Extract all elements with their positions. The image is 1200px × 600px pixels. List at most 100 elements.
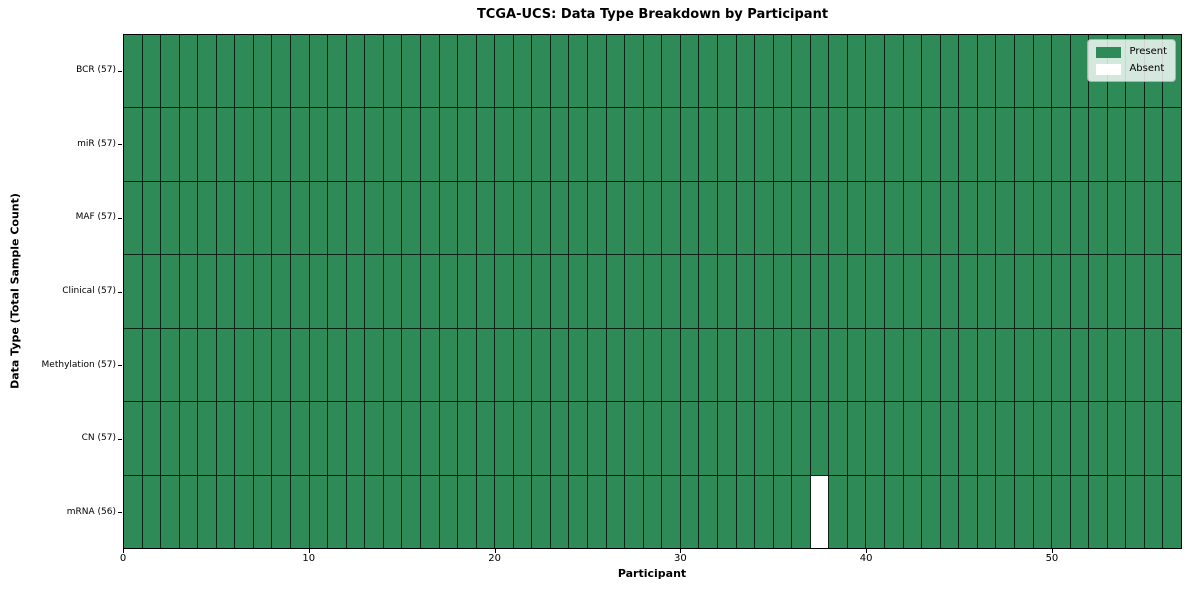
matrix-cell <box>940 108 959 181</box>
matrix-cell <box>1052 475 1070 548</box>
matrix-cell <box>383 108 402 181</box>
matrix-cell <box>439 181 458 255</box>
matrix-cell <box>383 328 402 402</box>
matrix-cell <box>365 475 383 548</box>
matrix-cell <box>1107 255 1126 328</box>
matrix-cell <box>420 475 439 548</box>
matrix-cell <box>161 181 179 255</box>
matrix-cell <box>439 402 458 475</box>
matrix-cell <box>680 35 699 108</box>
matrix-cell <box>588 108 606 181</box>
y-tick-mark <box>118 70 122 72</box>
matrix-cell <box>253 108 272 181</box>
matrix-cell <box>1144 402 1163 475</box>
matrix-cell <box>736 328 755 402</box>
matrix-cell <box>903 181 922 255</box>
matrix-cell <box>328 475 346 548</box>
matrix-cell <box>680 328 699 402</box>
x-tick-label: 40 <box>859 553 873 564</box>
matrix-cell <box>717 475 736 548</box>
matrix-cell <box>1163 255 1181 328</box>
matrix-cell <box>550 108 569 181</box>
matrix-cell <box>1089 108 1107 181</box>
heatmap-grid <box>124 35 1181 548</box>
matrix-cell <box>866 255 885 328</box>
matrix-cell <box>792 328 810 402</box>
matrix-cell <box>866 402 885 475</box>
matrix-cell <box>272 328 291 402</box>
matrix-cell <box>402 475 420 548</box>
y-tick-label: BCR (57) <box>76 65 116 76</box>
matrix-cell <box>996 181 1014 255</box>
matrix-cell <box>699 402 717 475</box>
matrix-cell <box>1014 35 1033 108</box>
matrix-cell <box>365 402 383 475</box>
matrix-cell <box>124 108 142 181</box>
matrix-cell <box>532 181 550 255</box>
matrix-cell <box>717 255 736 328</box>
matrix-cell <box>829 181 847 255</box>
matrix-cell <box>1107 108 1126 181</box>
matrix-cell <box>959 475 977 548</box>
x-tick-label: 30 <box>673 553 687 564</box>
matrix-cell <box>272 181 291 255</box>
matrix-cell <box>847 402 866 475</box>
matrix-cell <box>922 108 940 181</box>
matrix-cell <box>1033 108 1052 181</box>
x-tick-label: 20 <box>488 553 501 564</box>
matrix-cell <box>1126 475 1144 548</box>
legend-item-absent: Absent <box>1096 63 1167 75</box>
matrix-cell <box>383 35 402 108</box>
x-axis-label: Participant <box>617 567 687 580</box>
matrix-cell <box>996 328 1014 402</box>
matrix-cell <box>662 475 680 548</box>
plot-area: Present Absent <box>123 34 1182 549</box>
y-tick-mark <box>118 144 122 146</box>
matrix-cell <box>625 402 643 475</box>
matrix-cell <box>829 35 847 108</box>
matrix-cell <box>680 255 699 328</box>
matrix-cell <box>773 328 792 402</box>
matrix-cell <box>402 108 420 181</box>
matrix-cell <box>420 255 439 328</box>
matrix-cell <box>513 108 532 181</box>
matrix-cell <box>1033 35 1052 108</box>
matrix-cell <box>569 35 588 108</box>
matrix-cell <box>1163 108 1181 181</box>
matrix-cell <box>885 255 903 328</box>
matrix-cell <box>847 475 866 548</box>
matrix-cell <box>606 475 625 548</box>
x-tick-label: 0 <box>119 553 127 564</box>
matrix-cell <box>810 328 829 402</box>
matrix-cell <box>1014 328 1033 402</box>
matrix-cell <box>1052 35 1070 108</box>
matrix-cell <box>550 181 569 255</box>
matrix-cell <box>717 35 736 108</box>
matrix-cell <box>532 328 550 402</box>
matrix-cell <box>1070 402 1089 475</box>
matrix-cell <box>680 108 699 181</box>
matrix-cell <box>179 35 198 108</box>
matrix-cell <box>588 181 606 255</box>
matrix-cell <box>773 475 792 548</box>
matrix-cell <box>439 328 458 402</box>
matrix-cell <box>792 181 810 255</box>
matrix-cell <box>402 35 420 108</box>
matrix-cell <box>959 108 977 181</box>
matrix-cell <box>476 328 495 402</box>
matrix-cell <box>1014 108 1033 181</box>
matrix-cell <box>439 255 458 328</box>
matrix-cell <box>550 328 569 402</box>
matrix-cell <box>625 328 643 402</box>
matrix-cell <box>1033 475 1052 548</box>
matrix-cell <box>328 328 346 402</box>
matrix-cell <box>309 328 328 402</box>
matrix-cell <box>346 181 365 255</box>
matrix-cell <box>513 181 532 255</box>
matrix-cell <box>847 108 866 181</box>
matrix-cell <box>291 35 309 108</box>
y-tick-label: Clinical (57) <box>62 286 116 296</box>
matrix-cell <box>216 402 235 475</box>
matrix-cell <box>1070 108 1089 181</box>
matrix-cell <box>1089 328 1107 402</box>
